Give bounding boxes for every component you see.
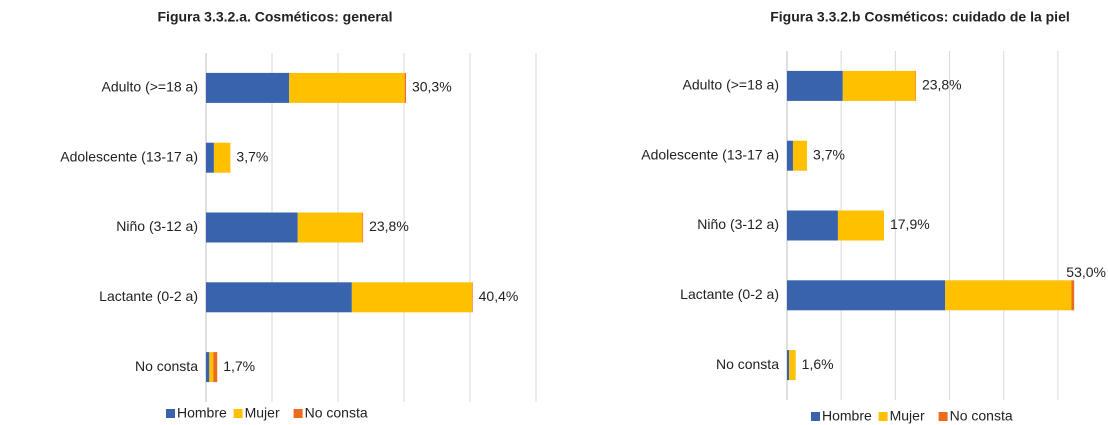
- bar-segment: [404, 72, 406, 103]
- legend-label: Mujer: [890, 408, 925, 424]
- bar-segment: [787, 70, 843, 101]
- bar-segment: [945, 280, 1072, 311]
- total-label: 3,7%: [236, 148, 268, 164]
- bar-segment: [1071, 280, 1075, 311]
- total-label: 1,6%: [802, 356, 834, 372]
- total-label: 40,4%: [479, 288, 519, 304]
- category-label: Niño (3-12 a): [116, 218, 198, 234]
- bar-segment: [289, 72, 405, 103]
- legend-label: No consta: [305, 405, 368, 421]
- total-label: 1,7%: [223, 358, 255, 374]
- legend-swatch: [878, 412, 888, 421]
- category-label: Adolescente (13-17 a): [60, 148, 198, 164]
- category-label: Adolescente (13-17 a): [641, 146, 779, 162]
- category-label: Niño (3-12 a): [697, 216, 779, 232]
- bar-segment: [206, 142, 214, 173]
- category-label: Lactante (0-2 a): [680, 286, 779, 302]
- category-label: Adulto (>=18 a): [682, 77, 779, 93]
- legend-label: No consta: [950, 408, 1013, 424]
- legend-label: Hombre: [822, 408, 872, 424]
- bar-segment: [351, 282, 472, 313]
- bar-segment: [206, 282, 352, 313]
- total-label: 17,9%: [890, 216, 930, 232]
- bar-segment: [787, 350, 790, 381]
- bar-segment: [915, 70, 916, 101]
- total-label: 23,8%: [369, 218, 409, 234]
- category-label: No consta: [135, 358, 198, 374]
- bar-segment: [787, 210, 838, 241]
- legend-label: Hombre: [177, 405, 227, 421]
- legend-swatch: [811, 412, 820, 421]
- total-label: 53,0%: [1066, 264, 1106, 280]
- bar-segment: [362, 212, 364, 243]
- bar-segment: [789, 350, 796, 381]
- chart-title: Figura 3.3.2.b Cosméticos: cuidado de la…: [770, 9, 1070, 25]
- legend-label: Mujer: [245, 405, 280, 421]
- category-label: Adulto (>=18 a): [101, 79, 198, 95]
- chart-title: Figura 3.3.2.a. Cosméticos: general: [158, 9, 393, 25]
- legend-swatch: [938, 412, 948, 421]
- bar-segment: [206, 212, 298, 243]
- bar-segment: [213, 142, 231, 173]
- legend-swatch: [166, 409, 175, 418]
- category-label: No consta: [716, 356, 779, 372]
- total-label: 30,3%: [412, 79, 452, 95]
- bar-segment: [206, 352, 210, 383]
- bar-segment: [206, 72, 290, 103]
- legend-swatch: [293, 409, 303, 418]
- category-label: Lactante (0-2 a): [99, 288, 198, 304]
- bar-segment: [209, 352, 214, 383]
- bar-segment: [213, 352, 218, 383]
- bar-segment: [792, 140, 808, 171]
- bar-segment: [297, 212, 363, 243]
- bar-segment: [787, 140, 793, 171]
- bar-segment: [842, 70, 916, 101]
- legend-swatch: [233, 409, 243, 418]
- total-label: 23,8%: [922, 77, 962, 93]
- bar-segment: [837, 210, 884, 241]
- bar-segment: [471, 282, 473, 313]
- bar-segment: [787, 280, 946, 311]
- total-label: 3,7%: [813, 146, 845, 162]
